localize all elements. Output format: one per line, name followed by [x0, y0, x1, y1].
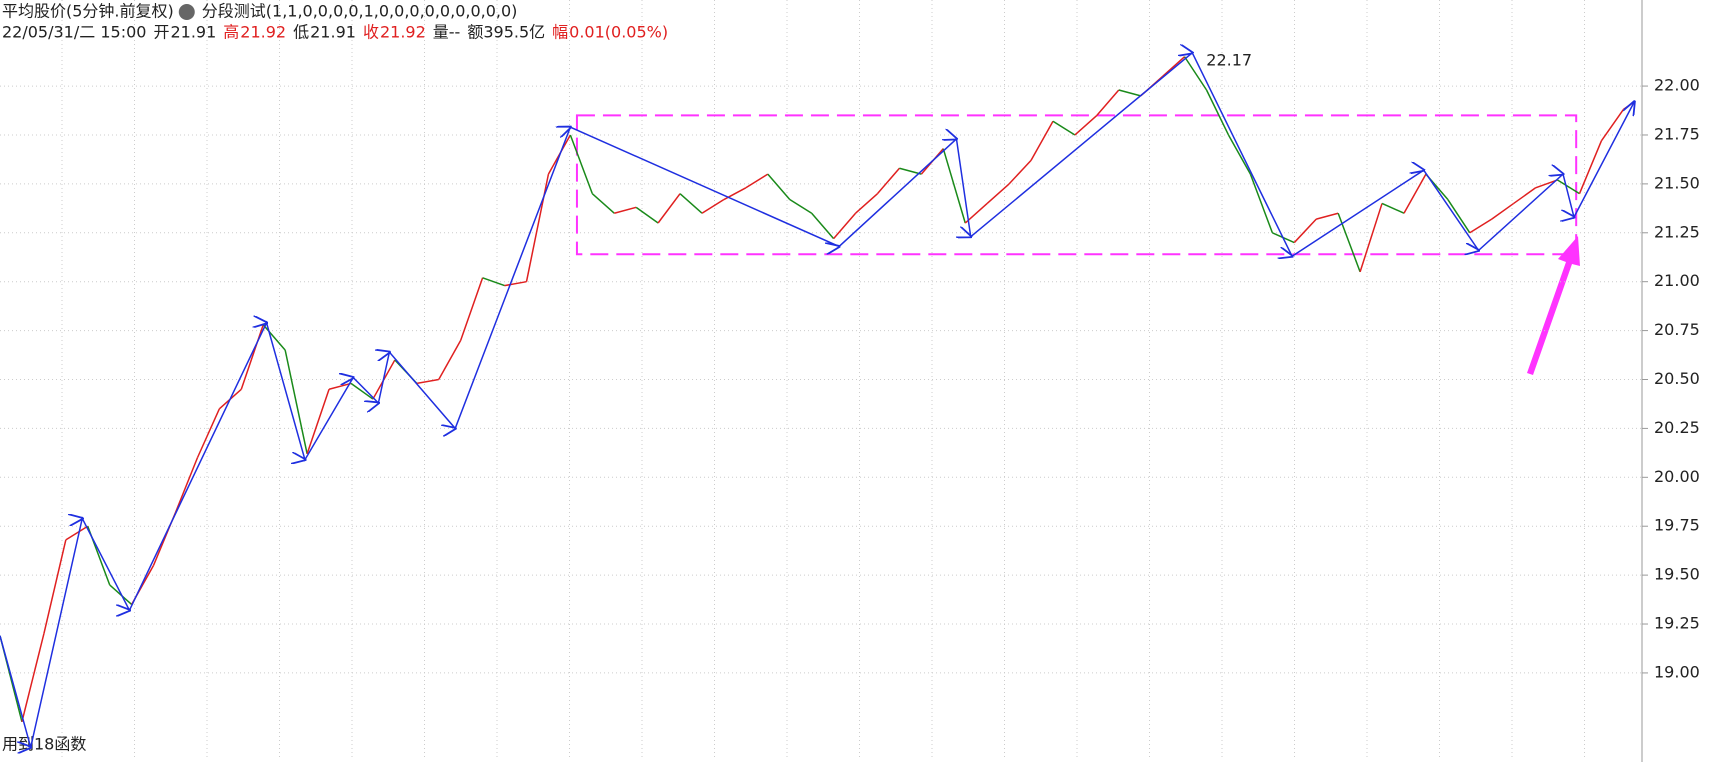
price-segment	[525, 173, 550, 282]
y-tick-label: 21.00	[1654, 271, 1700, 290]
price-segment	[1600, 109, 1624, 142]
zigzag-line	[0, 53, 1634, 747]
price-segment	[1118, 89, 1141, 97]
y-tick-label: 19.50	[1654, 565, 1700, 584]
dropdown-icon	[178, 4, 195, 20]
price-segment	[1162, 56, 1186, 77]
price-segment	[657, 193, 681, 224]
header-field: 额395.5亿	[467, 23, 545, 42]
price-segment	[459, 277, 484, 341]
price-segment	[306, 389, 330, 455]
price-segment	[767, 173, 791, 201]
price-segment	[789, 198, 813, 214]
price-segment	[1249, 173, 1274, 234]
y-tick-label: 20.50	[1654, 369, 1700, 388]
header-field: 低	[293, 23, 309, 42]
price-segment	[876, 167, 900, 195]
header-field: 幅	[552, 23, 568, 42]
y-tick-label: 20.00	[1654, 467, 1700, 486]
y-tick-label: 21.25	[1654, 222, 1700, 241]
price-segment	[1227, 134, 1252, 175]
price-segment	[679, 193, 703, 214]
header-field: 21.92	[240, 23, 286, 42]
price-segment	[43, 539, 67, 634]
header-field: 量--	[433, 23, 461, 42]
price-segment	[1337, 212, 1361, 273]
footer-text: 用到18函数	[2, 735, 86, 754]
y-tick-label: 19.00	[1654, 662, 1700, 681]
price-segment	[1183, 56, 1208, 91]
price-segment	[1403, 173, 1427, 214]
y-tick-label: 20.75	[1654, 320, 1700, 339]
header-field: 0.01(0.05%)	[569, 23, 668, 42]
peak-label: 22.17	[1206, 50, 1252, 69]
price-segment	[1074, 114, 1098, 136]
price-segment	[174, 457, 199, 513]
price-segment	[65, 525, 89, 541]
price-segment	[986, 183, 1010, 205]
header-field: 高	[223, 23, 239, 42]
price-segment	[591, 193, 615, 214]
y-tick-label: 19.25	[1654, 614, 1700, 633]
price-segment	[942, 148, 966, 224]
price-segment	[1008, 159, 1032, 185]
y-tick-label: 19.75	[1654, 516, 1700, 535]
price-segment	[614, 206, 637, 214]
header-title: 平均股价(5分钟.前复权)	[2, 2, 174, 21]
price-segment	[1491, 202, 1515, 220]
price-segment	[635, 206, 659, 224]
price-segment	[1381, 202, 1405, 214]
price-segment	[1293, 218, 1317, 244]
header-field: 22/05/31/二 15:00	[2, 23, 146, 42]
price-segment	[262, 324, 286, 351]
header-field: 21.91	[170, 23, 216, 42]
price-segment	[1316, 212, 1339, 220]
price-segment	[569, 134, 594, 194]
header-field: 21.91	[310, 23, 356, 42]
price-segment	[196, 408, 221, 459]
price-segment	[745, 173, 769, 189]
header-title: 分段测试(1,1,0,0,0,0,1,0,0,0,0,0,0,0,0,0)	[202, 2, 518, 21]
pointer-arrow	[1527, 236, 1580, 375]
price-segment	[1052, 120, 1076, 136]
price-segment	[811, 212, 835, 240]
price-segment	[701, 198, 725, 214]
price-segment	[416, 378, 439, 385]
y-tick-label: 20.25	[1654, 418, 1700, 437]
header-field: 开	[153, 23, 169, 42]
price-segment	[1096, 89, 1120, 116]
price-segment	[482, 277, 505, 287]
y-tick-label: 22.00	[1654, 76, 1700, 95]
price-segment	[855, 193, 878, 214]
y-tick-label: 21.75	[1654, 124, 1700, 143]
header-field: 21.92	[380, 23, 426, 42]
price-segment	[438, 340, 462, 380]
y-tick-label: 21.50	[1654, 173, 1700, 192]
price-segment	[21, 633, 45, 723]
price-segment	[504, 280, 527, 287]
price-segment	[1469, 218, 1493, 234]
price-segment	[1447, 199, 1471, 234]
price-segment	[1359, 203, 1383, 273]
price-segment	[723, 187, 747, 201]
price-segment	[1205, 89, 1230, 136]
header-field: 收	[363, 23, 379, 42]
price-segment	[1030, 120, 1054, 161]
